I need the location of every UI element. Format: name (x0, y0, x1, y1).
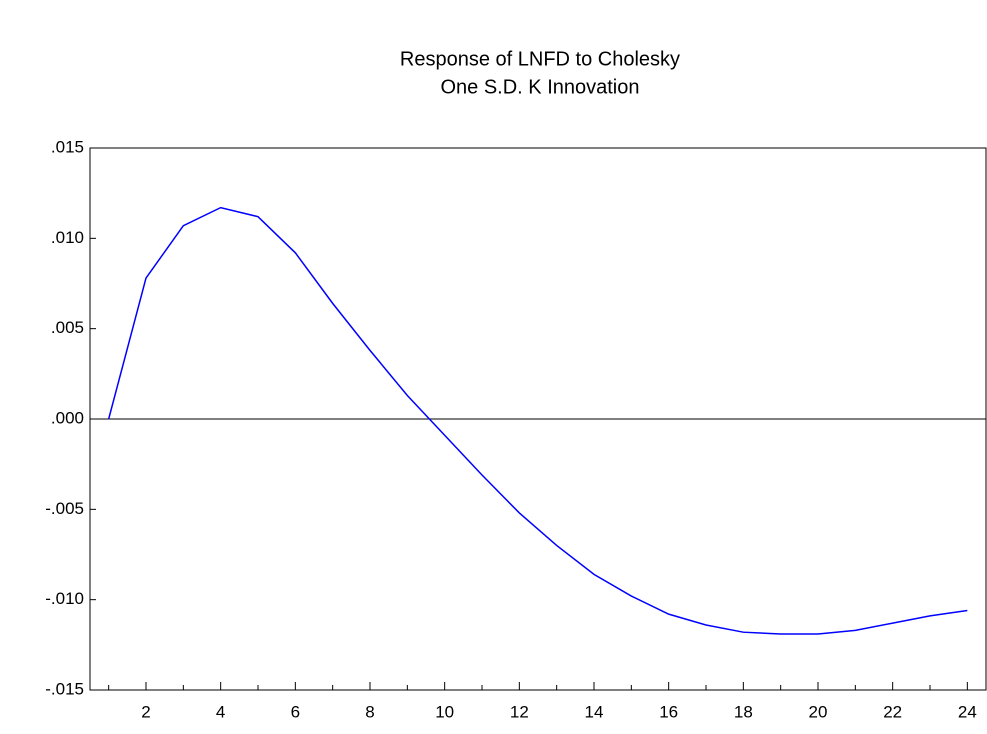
y-tick-label: -.010 (45, 589, 84, 608)
chart-title: Response of LNFD to Cholesky (400, 48, 680, 70)
x-tick-label: 18 (734, 702, 753, 721)
x-tick-label: 10 (435, 702, 454, 721)
chart-subtitle: One S.D. K Innovation (440, 76, 639, 98)
y-tick-label: .005 (51, 318, 84, 337)
x-tick-label: 22 (883, 702, 902, 721)
y-tick-label: .015 (51, 137, 84, 156)
y-tick-label: -.005 (45, 499, 84, 518)
x-tick-label: 20 (809, 702, 828, 721)
x-tick-label: 14 (585, 702, 604, 721)
y-tick-label: -.015 (45, 679, 84, 698)
x-tick-label: 2 (141, 702, 150, 721)
x-tick-label: 8 (365, 702, 374, 721)
x-tick-label: 16 (659, 702, 678, 721)
x-tick-label: 6 (291, 702, 300, 721)
x-tick-label: 4 (216, 702, 225, 721)
y-tick-label: .010 (51, 228, 84, 247)
y-tick-label: .000 (51, 408, 84, 427)
response-line (107, 206, 968, 635)
x-tick-label: 12 (510, 702, 529, 721)
x-tick-label: 24 (958, 702, 977, 721)
